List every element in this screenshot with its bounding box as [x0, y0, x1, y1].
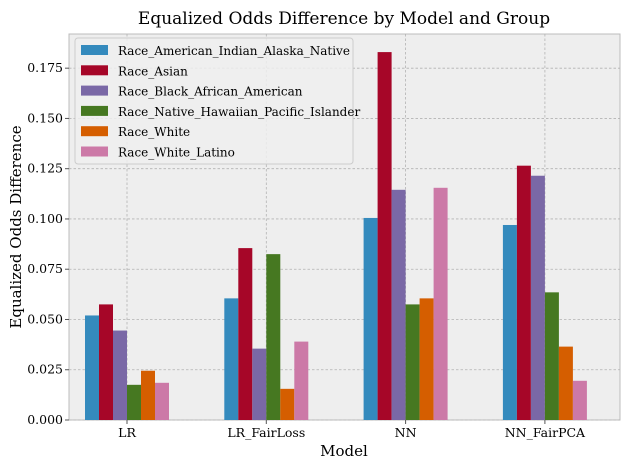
- bar: [99, 304, 113, 420]
- bar: [280, 388, 295, 420]
- legend-label: Race_American_Indian_Alaska_Native: [118, 44, 350, 58]
- bar: [127, 384, 141, 420]
- legend-swatch: [81, 85, 108, 96]
- x-tick-label: NN_FairPCA: [505, 425, 586, 440]
- y-tick-label: 0.075: [27, 261, 63, 276]
- bar: [224, 298, 239, 420]
- x-axis-label: Model: [320, 442, 368, 460]
- bar: [558, 346, 573, 420]
- bar: [516, 165, 531, 420]
- legend-swatch: [81, 126, 108, 137]
- legend: Race_American_Indian_Alaska_Native Race_A…: [74, 37, 360, 165]
- bar: [85, 315, 99, 420]
- chart-title: Equalized Odds Difference by Model and G…: [138, 9, 550, 29]
- legend-label: Race_White: [118, 125, 190, 139]
- bar: [266, 254, 281, 420]
- bar: [572, 380, 587, 420]
- legend-label: Race_Black_African_American: [118, 85, 303, 99]
- y-tick-label: 0.175: [27, 60, 63, 75]
- bar: [433, 187, 448, 420]
- x-tick-label: NN: [395, 425, 417, 440]
- legend-label: Race_White_Latino: [118, 146, 235, 160]
- x-tick-label: LR: [118, 425, 136, 440]
- bar: [252, 348, 267, 420]
- y-axis-ticks: 0.000 0.025 0.050 0.075 0.100 0.125 0.150 0.175: [27, 60, 69, 427]
- bar: [405, 304, 420, 420]
- y-tick-label: 0.025: [27, 362, 63, 377]
- bar: [155, 382, 169, 420]
- legend-swatch: [81, 65, 108, 76]
- legend-swatch: [81, 45, 108, 55]
- legend-frame: [74, 37, 354, 165]
- bar: [502, 224, 517, 420]
- bar: [238, 248, 253, 420]
- y-tick-label: 0.150: [27, 110, 63, 125]
- bar: [141, 370, 155, 420]
- y-axis-label: Equalized Odds Difference: [7, 125, 25, 328]
- y-tick-label: 0.100: [27, 211, 63, 226]
- y-tick-label: 0.125: [27, 161, 63, 176]
- bars: [85, 52, 587, 420]
- bar: [294, 341, 309, 420]
- bar: [544, 292, 559, 420]
- legend-swatch: [81, 105, 108, 116]
- y-tick-label: 0.000: [27, 412, 63, 427]
- bar: [391, 189, 406, 420]
- bar: [419, 298, 434, 420]
- bar: [377, 52, 392, 420]
- bar: [530, 175, 545, 420]
- x-tick-label: LR_FairLoss: [227, 425, 305, 440]
- legend-label: Race_Asian: [118, 64, 188, 78]
- bar: [363, 217, 378, 420]
- legend-swatch: [81, 146, 108, 157]
- legend-label: Race_Native_Hawaiian_Pacific_Islander: [118, 105, 360, 119]
- x-axis-ticks: LR LR_FairLoss NN NN_FairPCA: [118, 420, 586, 440]
- bar: [113, 330, 127, 420]
- y-tick-label: 0.050: [27, 311, 63, 326]
